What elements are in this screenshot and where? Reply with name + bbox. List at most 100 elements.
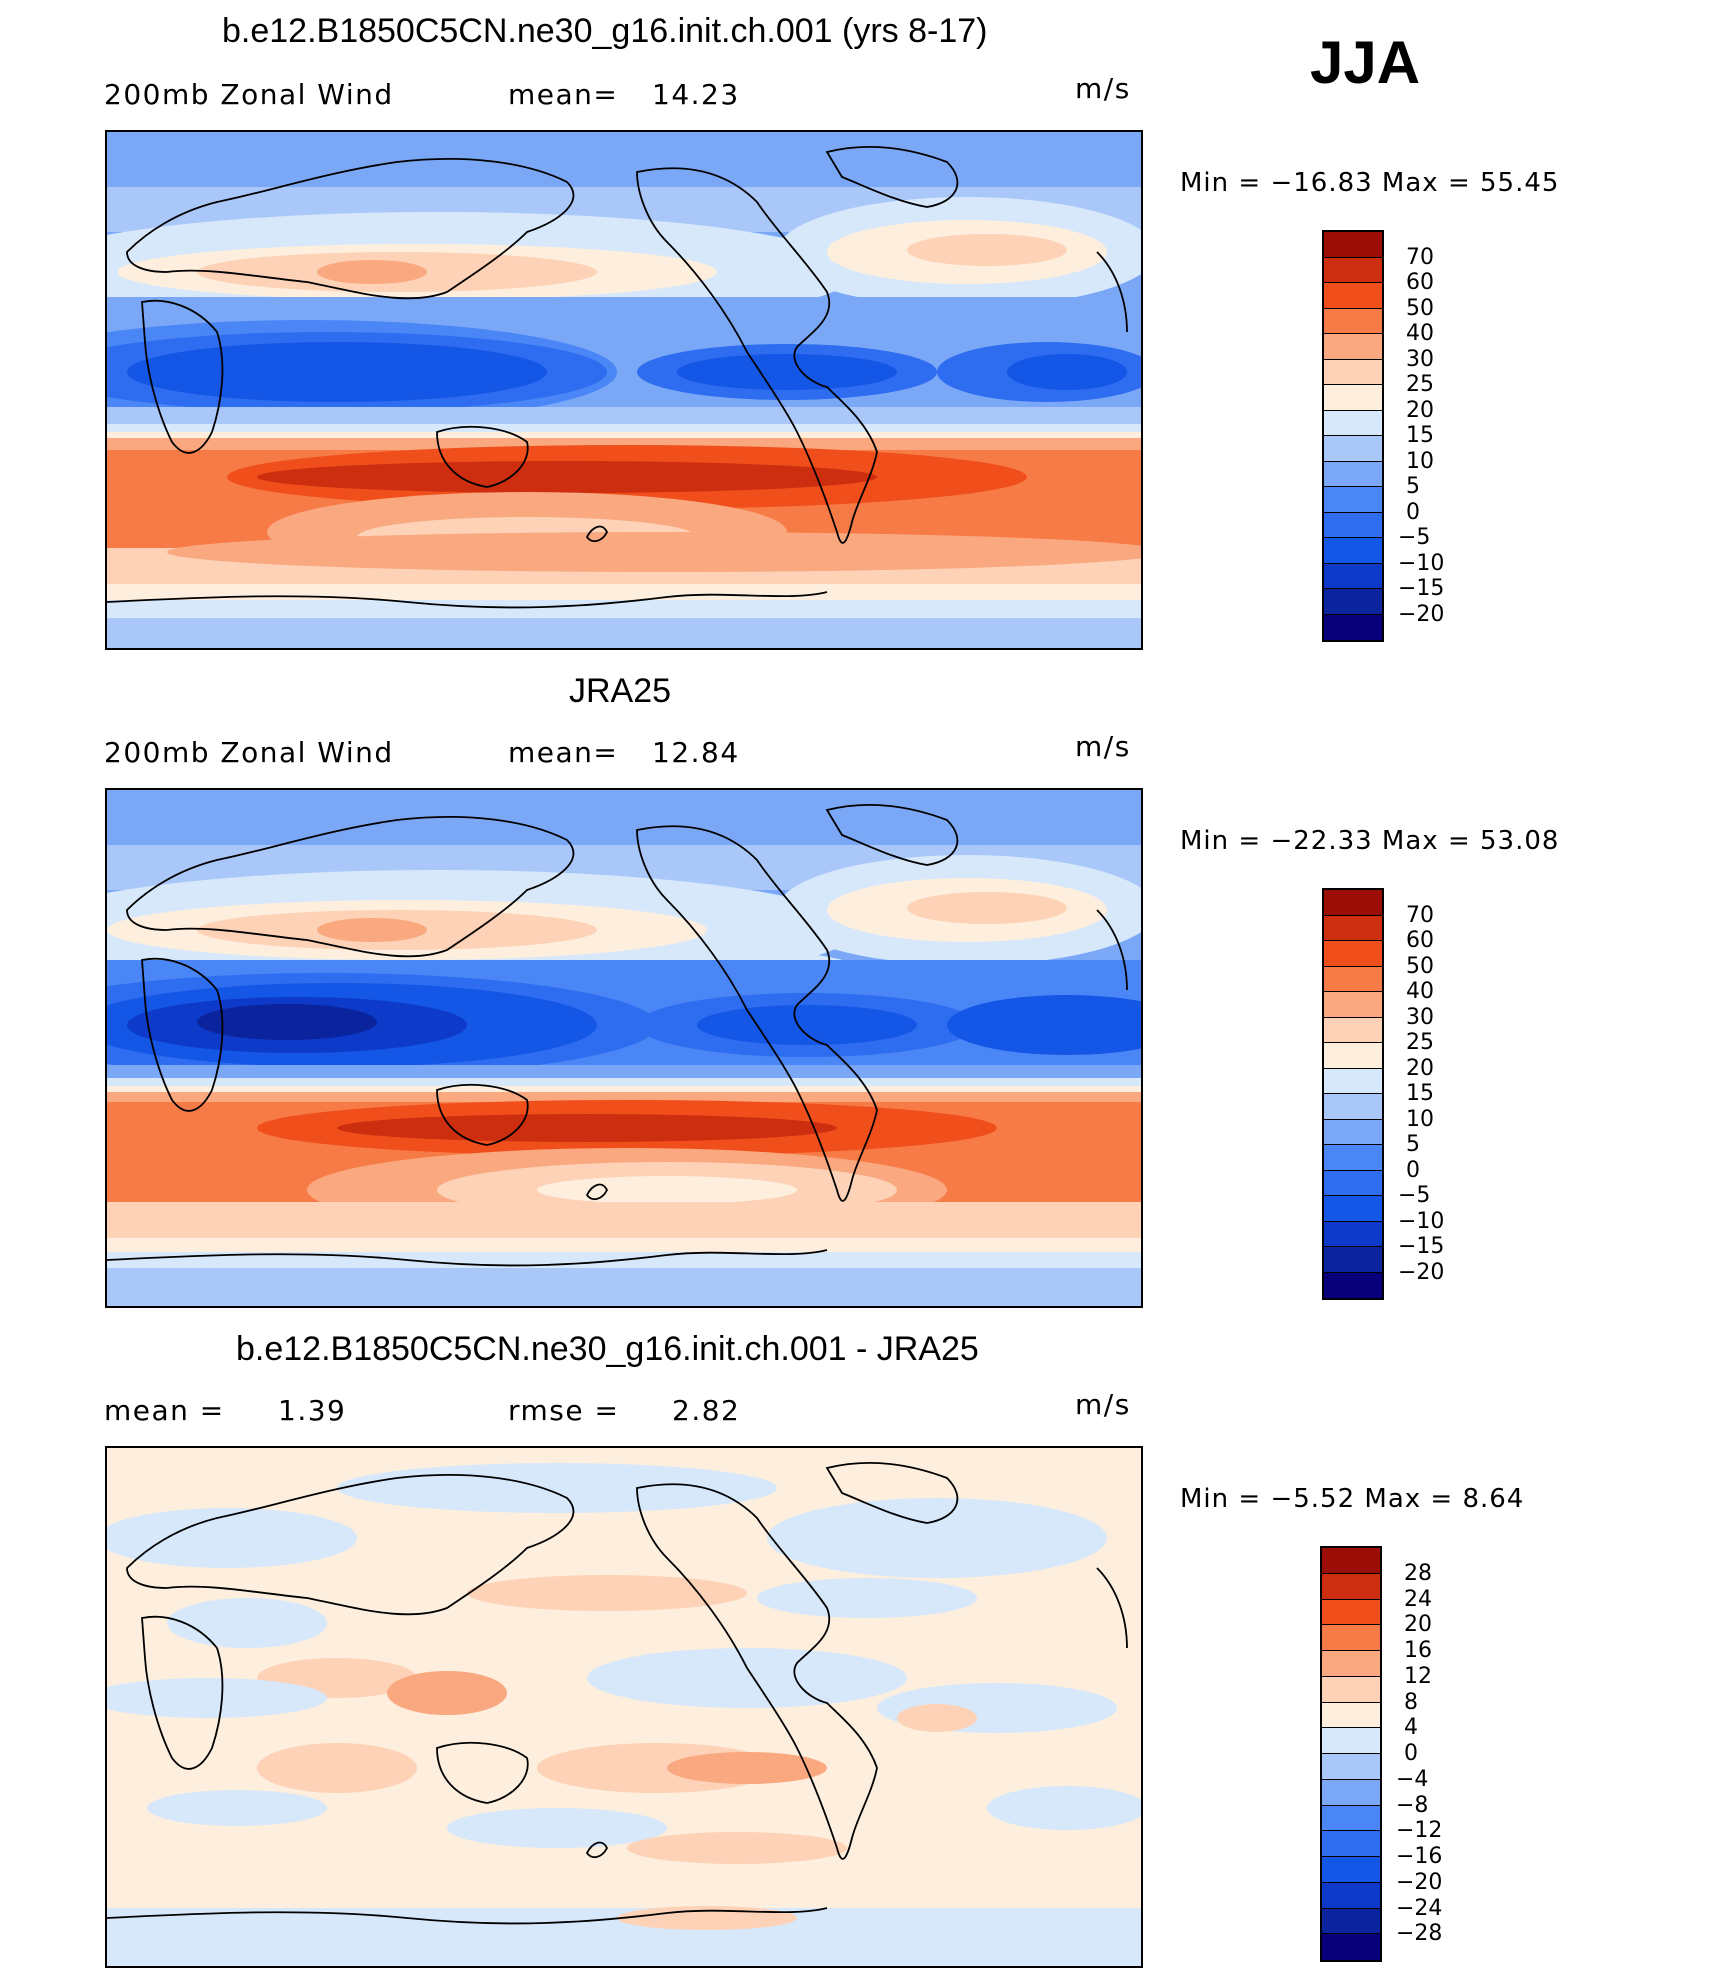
colorbar-swatch xyxy=(1322,1573,1380,1600)
colorbar-swatch xyxy=(1324,1043,1382,1069)
panel3-mean-label: mean = xyxy=(104,1394,225,1427)
colorbar-swatch xyxy=(1324,1196,1382,1222)
panel1-map xyxy=(105,130,1143,650)
coastlines xyxy=(107,145,1128,609)
colorbar-tick-label: 25 xyxy=(1406,1030,1434,1055)
colorbar-swatch xyxy=(1324,1272,1382,1298)
colorbar-swatch xyxy=(1324,1247,1382,1273)
colorbar-swatch xyxy=(1324,334,1382,360)
colorbar-swatch xyxy=(1324,589,1382,615)
colorbar-swatch xyxy=(1324,1094,1382,1120)
panel1-mean-value: 14.23 xyxy=(652,78,740,111)
panel1-variable-label: 200mb Zonal Wind xyxy=(104,78,394,111)
colorbar-tick-label: 70 xyxy=(1406,244,1434,270)
panel3-map xyxy=(105,1446,1143,1968)
colorbar-swatch xyxy=(1324,563,1382,589)
colorbar-swatch xyxy=(1324,257,1382,283)
season-label: JJA xyxy=(1310,29,1421,96)
colorbar-tick-label: 0 xyxy=(1406,499,1420,525)
colorbar-tick-label: 70 xyxy=(1406,902,1434,928)
panel3-rmse-label: rmse = xyxy=(508,1394,620,1427)
colorbar-tick-label: 20 xyxy=(1406,1055,1434,1081)
colorbar-swatch xyxy=(1324,487,1382,513)
colorbar-swatch xyxy=(1324,385,1382,411)
colorbar-tick-label: 0 xyxy=(1406,1157,1420,1183)
colorbar-swatch xyxy=(1322,1728,1380,1754)
colorbar-swatch xyxy=(1324,538,1382,564)
colorbar-tick-label: 5 xyxy=(1406,1132,1420,1157)
colorbar-swatch xyxy=(1324,915,1382,941)
colorbar-swatch xyxy=(1324,359,1382,385)
colorbar-tick-label: 15 xyxy=(1406,1081,1434,1106)
colorbar-tick-label: 20 xyxy=(1406,397,1434,423)
colorbar-swatch xyxy=(1322,1754,1380,1780)
colorbar-swatch xyxy=(1324,283,1382,309)
panel3-minmax: Min = −5.52 Max = 8.64 xyxy=(1180,1484,1525,1514)
colorbar-swatch xyxy=(1324,1068,1382,1094)
colorbar-swatch xyxy=(1324,232,1382,258)
colorbar-swatch xyxy=(1322,1934,1380,1960)
colorbar-swatch xyxy=(1322,1831,1380,1857)
panel2-units: m/s xyxy=(1075,730,1131,763)
panel1-title: b.e12.B1850C5CN.ne30_g16.init.ch.001 (yr… xyxy=(222,12,988,50)
colorbar-tick-label: −15 xyxy=(1398,576,1445,601)
panel2-mean-label: mean= xyxy=(508,736,619,769)
colorbar-swatch xyxy=(1324,308,1382,334)
colorbar-tick-label: 40 xyxy=(1406,979,1434,1004)
colorbar-tick-label: −28 xyxy=(1396,1921,1443,1947)
colorbar-tick-label: 8 xyxy=(1404,1689,1418,1715)
colorbar-tick-label: −8 xyxy=(1396,1792,1429,1818)
colorbar-tick-label: −20 xyxy=(1398,601,1445,627)
colorbar-swatch xyxy=(1324,461,1382,487)
panel2-colorbar xyxy=(1322,888,1384,1300)
colorbar-swatch xyxy=(1322,1599,1380,1626)
panel3-title: b.e12.B1850C5CN.ne30_g16.init.ch.001 - J… xyxy=(236,1330,979,1368)
colorbar-tick-label: −4 xyxy=(1396,1766,1429,1792)
panel2-mean-value: 12.84 xyxy=(652,736,740,769)
colorbar-tick-label: −12 xyxy=(1396,1818,1443,1844)
panel1-minmax: Min = −16.83 Max = 55.45 xyxy=(1180,168,1560,198)
colorbar-tick-label: 50 xyxy=(1406,953,1434,979)
coastlines xyxy=(107,1461,1128,1925)
colorbar-tick-label: 50 xyxy=(1406,295,1434,321)
colorbar-swatch xyxy=(1324,410,1382,436)
colorbar-tick-label: 60 xyxy=(1406,270,1434,295)
colorbar-swatch xyxy=(1324,941,1382,967)
colorbar-tick-label: 25 xyxy=(1406,372,1434,397)
colorbar-tick-label: 10 xyxy=(1406,1106,1434,1132)
colorbar-tick-label: 28 xyxy=(1404,1560,1432,1586)
colorbar-tick-label: 15 xyxy=(1406,423,1434,448)
colorbar-tick-label: −5 xyxy=(1398,1183,1431,1208)
colorbar-swatch xyxy=(1324,1119,1382,1145)
colorbar-tick-label: 60 xyxy=(1406,928,1434,953)
colorbar-tick-label: −15 xyxy=(1398,1234,1445,1259)
colorbar-swatch xyxy=(1322,1651,1380,1677)
panel2-title: JRA25 xyxy=(569,672,672,710)
colorbar-tick-label: 0 xyxy=(1404,1741,1418,1766)
colorbar-swatch xyxy=(1322,1779,1380,1806)
colorbar-tick-label: −20 xyxy=(1398,1259,1445,1285)
colorbar-swatch xyxy=(1322,1882,1380,1909)
colorbar-swatch xyxy=(1324,1221,1382,1247)
colorbar-swatch xyxy=(1324,890,1382,916)
panel3-mean-value: 1.39 xyxy=(278,1394,347,1427)
colorbar-swatch xyxy=(1324,614,1382,640)
colorbar-swatch xyxy=(1322,1908,1380,1935)
panel2-minmax: Min = −22.33 Max = 53.08 xyxy=(1180,826,1560,856)
colorbar-tick-label: −20 xyxy=(1396,1869,1443,1895)
panel1-mean-label: mean= xyxy=(508,78,619,111)
colorbar-swatch xyxy=(1322,1805,1380,1832)
colorbar-swatch xyxy=(1322,1857,1380,1883)
colorbar-swatch xyxy=(1324,436,1382,462)
colorbar-tick-label: −10 xyxy=(1398,550,1445,576)
colorbar-swatch xyxy=(1322,1625,1380,1651)
colorbar-tick-label: −5 xyxy=(1398,525,1431,550)
colorbar-tick-label: 16 xyxy=(1404,1638,1432,1663)
colorbar-swatch xyxy=(1324,992,1382,1018)
colorbar-tick-label: 24 xyxy=(1404,1586,1432,1612)
colorbar-swatch xyxy=(1324,512,1382,538)
colorbar-swatch xyxy=(1324,1145,1382,1171)
panel2-map xyxy=(105,788,1143,1308)
colorbar-swatch xyxy=(1324,1017,1382,1043)
panel3-units: m/s xyxy=(1075,1388,1131,1421)
